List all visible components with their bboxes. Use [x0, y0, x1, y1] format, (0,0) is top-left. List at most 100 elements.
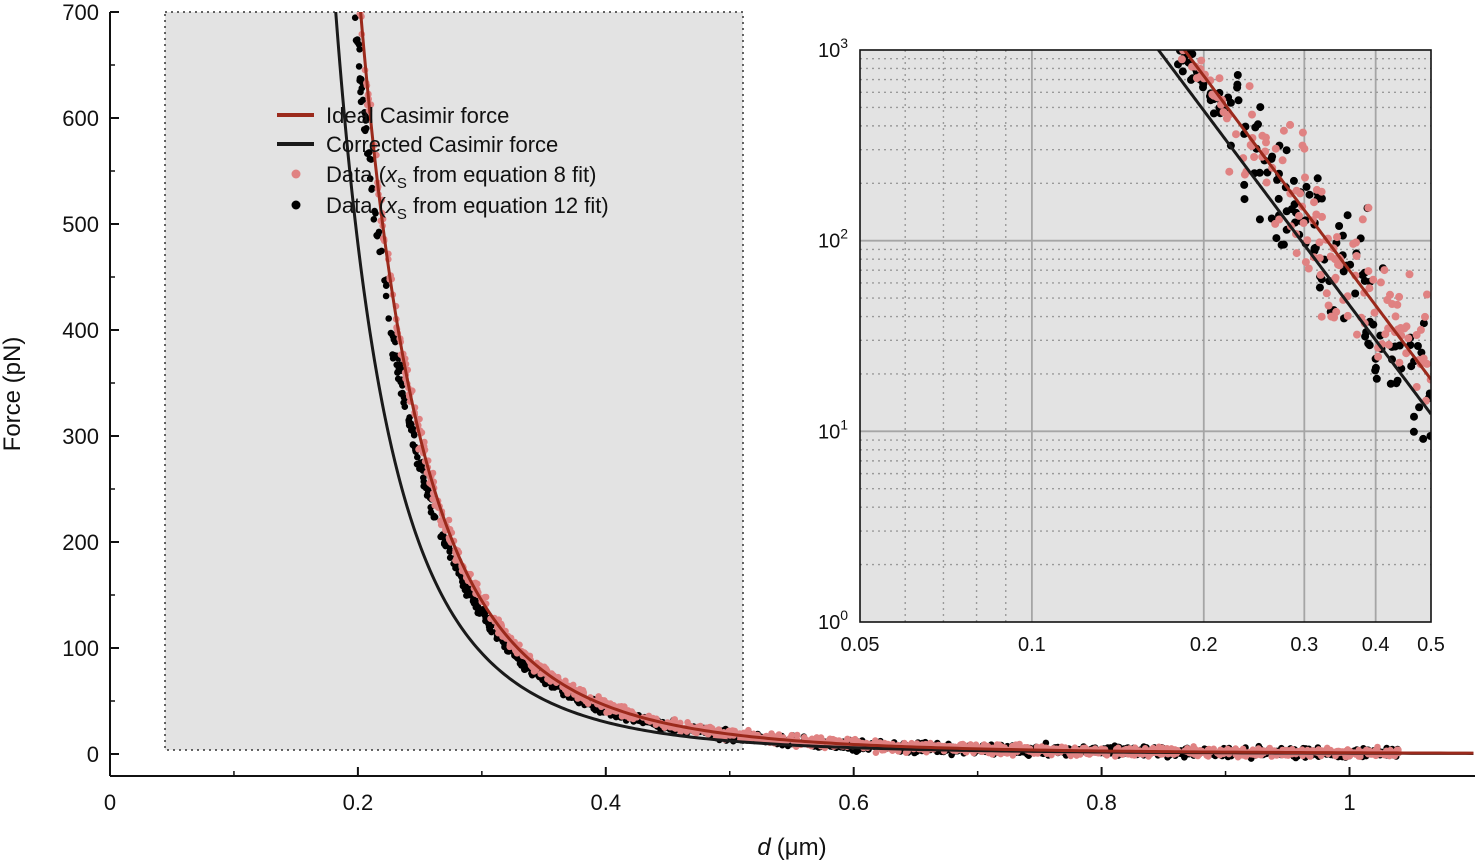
inset-point-eq12: [1351, 289, 1360, 298]
inset-point-eq12: [1419, 319, 1428, 328]
inset-point-eq8: [1395, 292, 1404, 301]
inset-point-eq12: [1391, 342, 1400, 351]
main-point-eq12: [373, 232, 380, 239]
inset-series-layer: [1156, 50, 1431, 443]
legend-eq8-sub: S: [397, 175, 407, 192]
main-point-eq8: [980, 741, 988, 748]
legend-ideal-label: Ideal Casimir force: [326, 103, 509, 128]
y-tick-label: 600: [62, 106, 99, 131]
main-corrected-curve: [334, 12, 1474, 755]
legend-eq8-prefix: Data (: [326, 162, 387, 187]
inset-point-eq12: [1315, 283, 1324, 292]
main-point-eq8: [817, 734, 825, 741]
main-point-eq12: [517, 659, 524, 667]
main-point-eq12: [1107, 744, 1114, 751]
main-point-eq12: [378, 247, 385, 255]
main-point-eq12: [355, 63, 363, 70]
main-point-eq8: [445, 516, 453, 524]
inset-ideal-curve: [1182, 50, 1431, 381]
inset-point-eq8: [1317, 312, 1326, 321]
inset-point-eq8: [1222, 114, 1231, 123]
inset-point-eq8: [1197, 56, 1206, 65]
main-point-eq8: [1234, 753, 1242, 761]
main-point-eq12: [427, 509, 435, 516]
y-tick-label: 500: [62, 212, 99, 237]
inset-point-eq12: [1274, 194, 1283, 203]
inset-y-tick-base: 10: [818, 231, 840, 253]
main-point-eq12: [387, 329, 395, 337]
y-tick-label: 400: [62, 318, 99, 343]
main-point-eq8: [1114, 744, 1122, 752]
inset-point-eq8: [1245, 82, 1254, 91]
inset-point-eq8: [1278, 156, 1287, 165]
main-point-eq12: [406, 414, 413, 421]
inset-point-eq12: [1251, 123, 1260, 132]
legend: Ideal Casimir force Corrected Casimir fo…: [277, 103, 609, 223]
main-point-eq12: [372, 210, 379, 217]
inset-point-eq8: [1353, 330, 1361, 339]
inset-point-eq12: [1272, 234, 1281, 243]
inset-point-eq8: [1295, 211, 1303, 220]
inset-point-eq12: [1255, 215, 1264, 224]
inset-corrected-curve: [1156, 50, 1431, 415]
inset-point-eq8: [1219, 108, 1228, 117]
inset-x-tick-label: 0.4: [1362, 634, 1390, 656]
inset-point-eq8: [1376, 278, 1385, 287]
inset-point-eq12: [1302, 182, 1311, 191]
inset-point-eq8: [1215, 74, 1224, 83]
main-point-eq8: [995, 741, 1003, 749]
main-point-eq8: [569, 681, 577, 689]
main-point-eq8: [957, 741, 964, 749]
y-tick-label: 200: [62, 530, 99, 555]
inset-point-eq8: [1262, 178, 1271, 187]
main-point-eq12: [470, 597, 478, 604]
inset-point-eq12: [1386, 379, 1395, 388]
main-point-eq12: [355, 41, 363, 48]
inset-point-eq12: [1339, 267, 1348, 276]
inset-y-tick-exp: 3: [840, 35, 848, 51]
main-point-eq12: [464, 587, 471, 594]
inset-point-eq12: [1233, 71, 1242, 79]
inset-point-eq12: [1365, 341, 1374, 350]
main-point-eq12: [446, 554, 454, 561]
main-point-eq12: [475, 609, 482, 616]
main-point-eq8: [1190, 743, 1197, 750]
main-point-eq8: [728, 727, 736, 735]
inset-point-eq12: [1240, 195, 1249, 204]
main-point-eq8: [1268, 753, 1275, 760]
legend-eq8-label: Data (xS from equation 8 fit): [326, 162, 596, 192]
inset-frame: [859, 49, 1432, 623]
legend-eq12-var: x: [385, 193, 398, 218]
inset-point-eq8: [1303, 236, 1312, 245]
main-point-eq12: [423, 492, 431, 499]
inset-point-eq12: [1317, 194, 1326, 203]
x-tick-label: 0.6: [838, 790, 869, 815]
inset-point-eq12: [1255, 168, 1264, 177]
main-point-eq12: [365, 149, 372, 157]
main-point-eq12: [400, 393, 408, 401]
inset-point-eq8: [1310, 198, 1318, 207]
main-point-eq8: [532, 667, 539, 674]
inset-point-eq8: [1292, 186, 1301, 195]
inset-point-eq8: [1402, 322, 1411, 331]
inset-point-eq12: [1268, 152, 1277, 161]
inset-point-eq8: [1405, 270, 1414, 279]
inset-point-eq8: [1279, 126, 1288, 135]
x-tick-label: 0.8: [1086, 790, 1117, 815]
inset-point-eq12: [1289, 176, 1298, 185]
main-point-eq12: [360, 126, 368, 133]
inset-point-eq8: [1391, 312, 1400, 321]
main-point-eq8: [793, 731, 801, 739]
inset-y-tick-exp: 2: [840, 226, 848, 242]
inset-point-eq8: [1292, 249, 1301, 258]
legend-corrected-label: Corrected Casimir force: [326, 132, 558, 157]
main-point-eq12: [382, 282, 390, 290]
inset-point-eq12: [1305, 190, 1314, 199]
main-point-eq12: [413, 460, 421, 468]
inset-point-eq8: [1358, 215, 1367, 224]
main-point-eq8: [848, 736, 856, 744]
inset-point-eq8: [1315, 238, 1324, 247]
main-point-eq12: [521, 665, 528, 673]
